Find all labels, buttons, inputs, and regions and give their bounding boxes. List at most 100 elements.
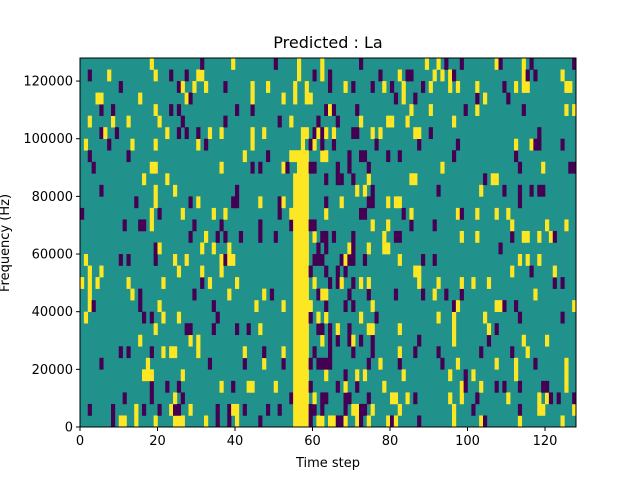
heatmap-cell bbox=[436, 346, 441, 359]
heatmap-cell bbox=[463, 104, 468, 116]
heatmap-cell bbox=[242, 346, 247, 359]
heatmap-cell bbox=[328, 81, 333, 93]
heatmap-cell bbox=[304, 357, 309, 370]
heatmap-cell bbox=[405, 392, 410, 405]
heatmap-cell bbox=[335, 115, 340, 128]
x-tick-label: 20 bbox=[149, 434, 166, 449]
heatmap-cell bbox=[521, 81, 526, 93]
heatmap-cell bbox=[564, 380, 569, 393]
heatmap-cell bbox=[483, 415, 488, 428]
plot-area bbox=[79, 57, 577, 428]
heatmap-cell bbox=[320, 288, 325, 301]
y-tick-label: 60000 bbox=[32, 248, 73, 263]
heatmap-cell bbox=[343, 254, 348, 266]
heatmap-cell bbox=[304, 207, 309, 220]
heatmap-cell bbox=[521, 334, 526, 347]
heatmap-cell bbox=[161, 311, 166, 324]
heatmap-cell bbox=[382, 242, 387, 255]
heatmap-cell bbox=[560, 311, 565, 324]
heatmap-cell bbox=[304, 242, 309, 255]
heatmap-cell bbox=[370, 81, 375, 93]
heatmap-cell bbox=[359, 415, 364, 428]
heatmap-cell bbox=[517, 311, 523, 324]
heatmap-cell bbox=[300, 392, 306, 405]
heatmap-cell bbox=[293, 277, 298, 289]
heatmap-cell bbox=[510, 219, 515, 232]
heatmap-cell bbox=[126, 150, 131, 163]
heatmap-cell bbox=[99, 184, 104, 197]
heatmap-cell bbox=[235, 196, 240, 209]
heatmap-cell bbox=[475, 92, 480, 105]
heatmap-cell bbox=[417, 415, 422, 428]
heatmap-cell bbox=[436, 184, 441, 197]
heatmap-cell bbox=[401, 81, 406, 93]
heatmap-cell bbox=[339, 196, 344, 209]
heatmap-cell bbox=[281, 357, 286, 370]
heatmap-cell bbox=[118, 415, 123, 428]
heatmap-cell bbox=[297, 58, 302, 70]
heatmap-cell bbox=[231, 196, 236, 209]
heatmap-cell bbox=[258, 196, 263, 209]
heatmap-cell bbox=[494, 380, 499, 393]
heatmap-cell bbox=[452, 69, 457, 82]
heatmap-cell bbox=[297, 265, 302, 278]
heatmap-cell bbox=[413, 265, 418, 278]
heatmap-cell bbox=[83, 254, 89, 266]
heatmap-cell bbox=[300, 138, 306, 151]
heatmap-cell bbox=[339, 277, 344, 289]
heatmap-cell bbox=[359, 207, 364, 220]
heatmap-cell bbox=[316, 254, 321, 266]
heatmap-cell bbox=[316, 127, 321, 140]
heatmap-cell bbox=[215, 311, 220, 324]
heatmap-cell bbox=[107, 138, 112, 151]
heatmap-cell bbox=[351, 173, 356, 186]
heatmap-cell bbox=[409, 219, 414, 232]
heatmap-cell bbox=[370, 196, 375, 209]
heatmap-cell bbox=[393, 288, 399, 301]
heatmap-cell bbox=[502, 300, 507, 312]
heatmap-cell bbox=[537, 230, 542, 243]
heatmap-cell bbox=[293, 254, 298, 266]
heatmap-cell bbox=[417, 138, 422, 151]
heatmap-cell bbox=[339, 415, 344, 428]
heatmap-cell bbox=[262, 357, 267, 370]
heatmap-cell bbox=[537, 392, 542, 405]
heatmap-cell bbox=[324, 357, 329, 370]
heatmap-cell bbox=[297, 380, 302, 393]
heatmap-cell bbox=[564, 357, 569, 370]
heatmap-cell bbox=[304, 346, 309, 359]
heatmap-cell bbox=[293, 265, 298, 278]
y-axis: 0 20000 40000 60000 80000 100000 120000 bbox=[23, 75, 80, 436]
heatmap-cell bbox=[258, 161, 263, 174]
heatmap-cell bbox=[475, 230, 480, 243]
heatmap-cell bbox=[297, 334, 302, 347]
heatmap-cell bbox=[351, 403, 356, 416]
heatmap-cell bbox=[320, 392, 325, 405]
heatmap-cell bbox=[494, 58, 499, 70]
heatmap-cell bbox=[196, 69, 201, 82]
heatmap-cell bbox=[432, 254, 437, 266]
heatmap-cell bbox=[413, 173, 418, 186]
heatmap-cell bbox=[157, 300, 162, 312]
heatmap-cell bbox=[142, 311, 147, 324]
heatmap-cell bbox=[176, 311, 182, 324]
heatmap-cell bbox=[297, 242, 302, 255]
heatmap-cell bbox=[351, 346, 356, 359]
heatmap-cell bbox=[142, 403, 147, 416]
heatmap-cell bbox=[289, 115, 294, 128]
heatmap-cell bbox=[378, 69, 383, 82]
heatmap-cell bbox=[366, 357, 371, 370]
heatmap-cell bbox=[312, 254, 317, 266]
heatmap-cell bbox=[169, 104, 174, 116]
y-tick-label: 40000 bbox=[32, 305, 73, 320]
heatmap-cell bbox=[87, 403, 92, 416]
heatmap-cell bbox=[320, 127, 325, 140]
heatmap-cell bbox=[525, 81, 530, 93]
heatmap-cell bbox=[455, 300, 461, 312]
heatmap-cell bbox=[486, 277, 492, 289]
heatmap-cell bbox=[297, 69, 302, 82]
heatmap-cell bbox=[397, 69, 402, 82]
heatmap-cell bbox=[277, 115, 282, 128]
heatmap-cell bbox=[304, 311, 309, 324]
heatmap-cell bbox=[331, 138, 337, 151]
